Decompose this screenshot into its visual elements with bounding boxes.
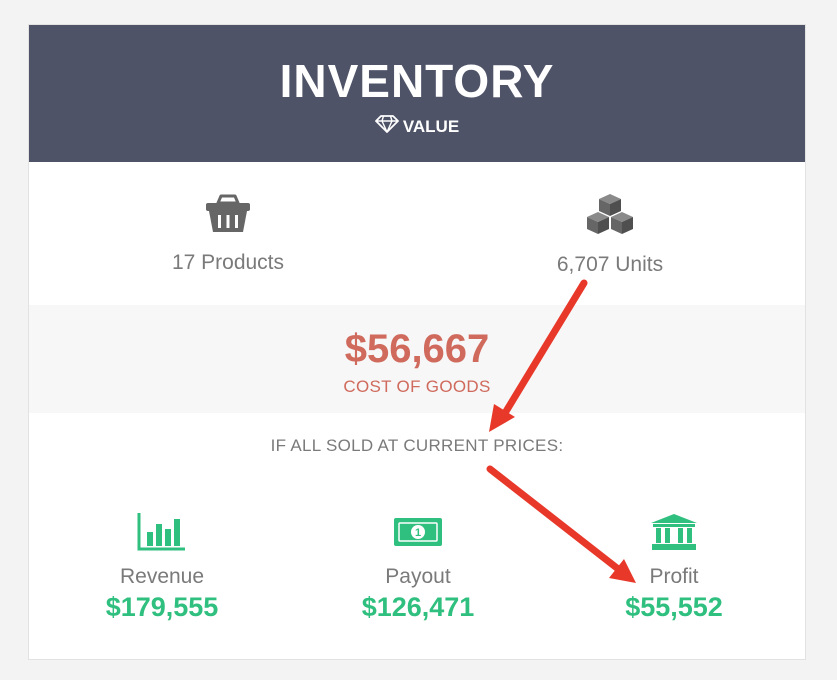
payout-metric: 1 Payout $126,471: [308, 513, 528, 624]
products-count: 17 Products: [171, 251, 285, 274]
card-header: INVENTORY VALUE: [29, 25, 805, 162]
bar-chart-icon: [52, 513, 272, 556]
sold-at-current-prices-note: IF ALL SOLD AT CURRENT PRICES:: [270, 436, 564, 455]
profit-value: $55,552: [625, 592, 723, 622]
cost-label: COST OF GOODS: [343, 377, 491, 396]
units-stat: 6,707 Units: [490, 193, 730, 277]
revenue-metric: Revenue $179,555: [52, 513, 272, 624]
units-count: 6,707 Units: [556, 253, 664, 276]
banknote-icon: 1: [308, 513, 528, 556]
revenue-value: $179,555: [105, 592, 219, 622]
boxes-icon: [490, 193, 730, 243]
payout-label: Payout: [385, 565, 451, 588]
cost-of-goods-band: $56,667 COST OF GOODS: [29, 305, 805, 413]
products-stat: 17 Products: [108, 193, 348, 275]
card-title: INVENTORY: [279, 55, 555, 107]
revenue-label: Revenue: [119, 565, 205, 588]
cost-amount: $56,667: [344, 327, 490, 371]
payout-value: $126,471: [361, 592, 475, 622]
profit-label: Profit: [649, 565, 699, 588]
subtitle-label: VALUE: [402, 117, 460, 136]
profit-metric: Profit $55,552: [564, 513, 784, 624]
card-subtitle: VALUE: [29, 115, 805, 139]
svg-text:1: 1: [415, 527, 421, 539]
basket-icon: [108, 193, 348, 241]
diamond-icon: [374, 115, 399, 139]
bank-icon: [564, 513, 784, 556]
inventory-value-card: INVENTORY VALUE 17 Products: [28, 24, 806, 660]
